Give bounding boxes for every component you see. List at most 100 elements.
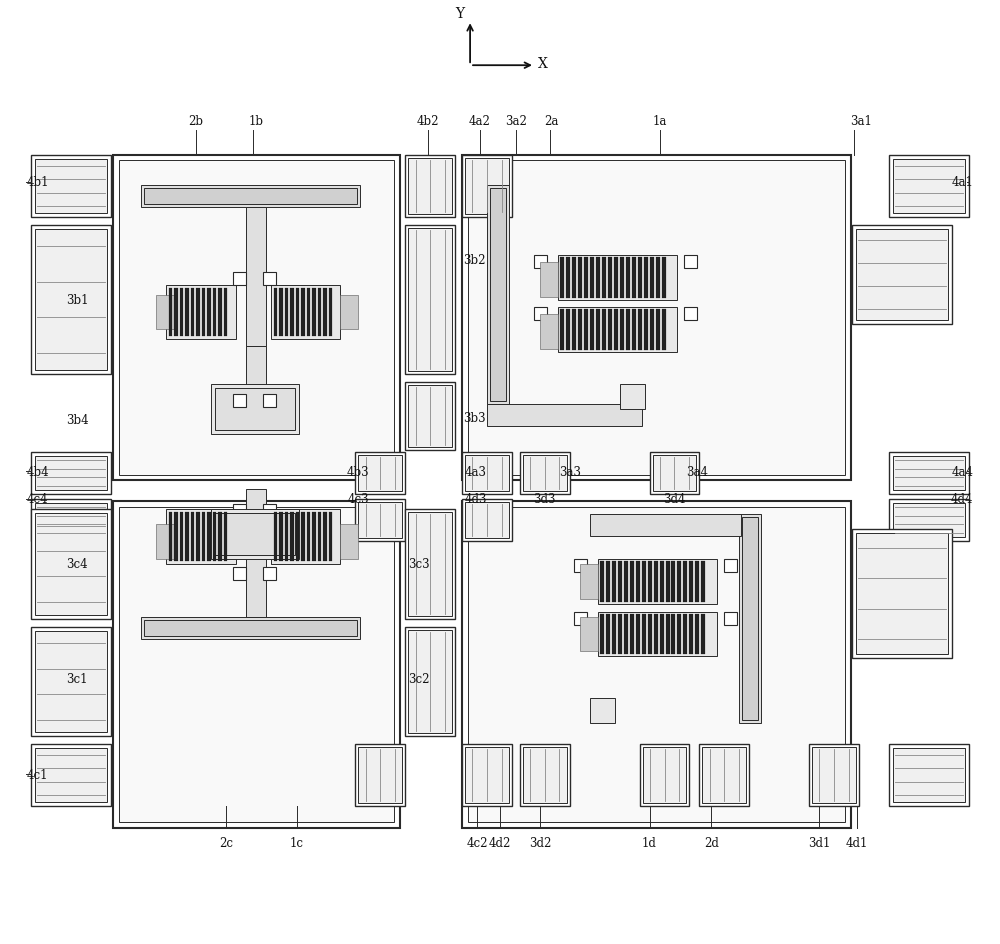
Text: 2b: 2b [188, 114, 203, 127]
Text: 1a: 1a [652, 114, 667, 127]
Bar [572, 258, 576, 298]
Bar [318, 513, 321, 561]
Bar [620, 385, 645, 410]
Text: 3d2: 3d2 [529, 836, 551, 850]
Text: 3b1: 3b1 [66, 294, 89, 307]
Bar [654, 614, 658, 655]
Bar [650, 311, 654, 351]
Bar [809, 745, 859, 806]
Bar [856, 229, 948, 321]
Bar [566, 311, 570, 351]
Bar [893, 749, 965, 802]
Bar [285, 288, 288, 337]
Bar [590, 699, 615, 723]
Bar [462, 499, 512, 541]
Bar [620, 311, 624, 351]
Bar [889, 156, 969, 217]
Bar [213, 513, 216, 561]
Bar [677, 561, 681, 602]
Bar [185, 288, 189, 337]
Bar [224, 288, 227, 337]
Bar [618, 561, 622, 602]
Bar [462, 156, 851, 480]
Text: 4a2: 4a2 [469, 114, 491, 127]
Text: 3b4: 3b4 [66, 413, 89, 426]
Text: 2a: 2a [545, 114, 559, 127]
Text: X: X [538, 58, 548, 71]
Bar [612, 561, 616, 602]
Bar [312, 513, 316, 561]
Bar [301, 288, 305, 337]
Bar [812, 748, 856, 803]
Bar [166, 285, 236, 340]
Bar [468, 507, 845, 822]
Text: 3d4: 3d4 [663, 493, 686, 506]
Bar [596, 311, 600, 351]
Bar [263, 395, 276, 408]
Bar [323, 513, 327, 561]
Bar [699, 745, 749, 806]
Text: 4b1: 4b1 [26, 177, 49, 189]
Text: 4c3: 4c3 [348, 493, 369, 506]
Bar [578, 311, 582, 351]
Bar [263, 567, 276, 580]
Text: 4c2: 4c2 [466, 836, 488, 850]
Text: 4b4: 4b4 [26, 465, 49, 478]
Bar [889, 452, 969, 495]
Bar [113, 501, 400, 828]
Bar [35, 631, 107, 733]
Bar [606, 561, 610, 602]
Bar [695, 561, 699, 602]
Bar [408, 386, 452, 447]
Bar [180, 513, 183, 561]
Bar [141, 186, 360, 208]
Bar [490, 189, 506, 402]
Bar [856, 533, 948, 655]
Bar [468, 160, 845, 476]
Bar [290, 288, 294, 337]
Bar [218, 513, 222, 561]
Text: 4d1: 4d1 [846, 836, 868, 850]
Text: 1c: 1c [290, 836, 304, 850]
Bar [590, 514, 741, 536]
Bar [31, 627, 111, 736]
Bar [852, 226, 952, 325]
Bar [31, 156, 111, 217]
Bar [156, 524, 174, 559]
Bar [141, 617, 360, 639]
Text: 3c4: 3c4 [66, 558, 88, 570]
Bar [487, 405, 642, 427]
Text: 3d1: 3d1 [808, 836, 830, 850]
Bar [358, 456, 402, 492]
Bar [405, 383, 455, 450]
Bar [653, 456, 696, 492]
Bar [307, 513, 310, 561]
Bar [520, 452, 570, 495]
Bar [852, 530, 952, 659]
Text: 3b3: 3b3 [463, 412, 486, 424]
Bar [614, 258, 618, 298]
Bar [520, 745, 570, 806]
Bar [487, 186, 509, 405]
Bar [340, 295, 358, 330]
Bar [119, 160, 394, 476]
Bar [207, 288, 211, 337]
Bar [632, 311, 636, 351]
Bar [465, 502, 509, 538]
Bar [626, 258, 630, 298]
Bar [608, 258, 612, 298]
Bar [560, 258, 564, 298]
Bar [196, 288, 200, 337]
Bar [684, 308, 697, 321]
Bar [600, 614, 604, 655]
Bar [31, 745, 111, 806]
Bar [405, 226, 455, 375]
Bar [683, 561, 687, 602]
Bar [643, 748, 686, 803]
Bar [650, 452, 699, 495]
Bar [600, 561, 604, 602]
Bar [612, 614, 616, 655]
Bar [180, 288, 183, 337]
Bar [648, 614, 652, 655]
Bar [684, 256, 697, 268]
